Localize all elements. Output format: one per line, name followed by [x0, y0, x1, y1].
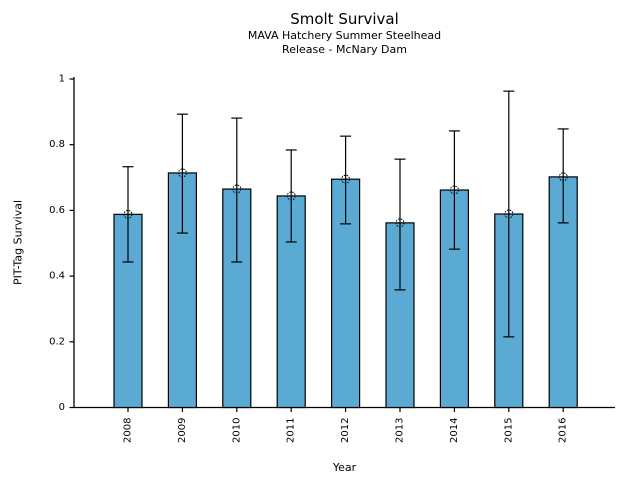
x-tick-label-2014: 2014 [449, 418, 460, 443]
x-axis-label: Year [332, 461, 357, 474]
chart-subtitle-line2: Release - McNary Dam [282, 43, 407, 56]
x-tick-label-2016: 2016 [558, 418, 569, 443]
y-tick-label: 0 [59, 402, 65, 413]
x-tick-label-2013: 2013 [395, 418, 406, 443]
chart-subtitle-line1: MAVA Hatchery Summer Steelhead [247, 29, 442, 42]
x-tick-label-2008: 2008 [123, 418, 134, 443]
x-tick-label-2015: 2015 [503, 418, 514, 443]
chart-title: Smolt Survival [290, 10, 399, 28]
y-tick-label: 0.2 [49, 336, 65, 347]
x-tick-label-2012: 2012 [340, 418, 351, 443]
y-tick-label: 0.6 [49, 205, 65, 216]
x-tick-label-2009: 2009 [177, 418, 188, 443]
x-tick-label-2010: 2010 [231, 418, 242, 443]
bar-2008 [113, 213, 143, 409]
y-tick-label: 0.4 [49, 271, 65, 282]
title-block: Smolt Survival MAVA Hatchery Summer Stee… [74, 10, 615, 57]
y-tick-label: 1 [59, 74, 65, 85]
y-tick-label: 0.8 [49, 139, 65, 150]
x-tick-label-2011: 2011 [286, 418, 297, 443]
